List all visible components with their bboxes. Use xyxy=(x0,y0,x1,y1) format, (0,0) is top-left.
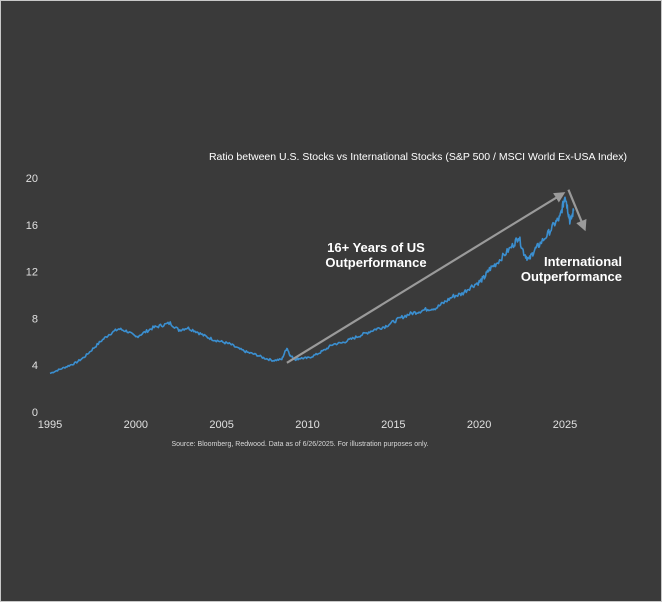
x-tick-label: 1995 xyxy=(38,419,62,431)
x-tick-label: 2010 xyxy=(295,419,319,431)
y-tick-label: 0 xyxy=(32,407,38,419)
chart-title: Ratio between U.S. Stocks vs Internation… xyxy=(209,151,627,163)
y-tick-label: 8 xyxy=(32,313,38,325)
annotation-label: International xyxy=(544,254,622,269)
source-note: Source: Bloomberg, Redwood. Data as of 6… xyxy=(171,441,428,448)
y-tick-label: 4 xyxy=(32,360,38,372)
annotation-arrow xyxy=(286,192,566,364)
x-tick-label: 2020 xyxy=(467,419,491,431)
y-tick-label: 12 xyxy=(26,267,38,279)
series-line xyxy=(49,196,575,375)
annotation-label: Outperformance xyxy=(325,255,426,270)
x-tick-label: 2005 xyxy=(209,419,233,431)
x-tick-label: 2000 xyxy=(124,419,148,431)
annotation-label: 16+ Years of US xyxy=(327,240,425,255)
annotation-arrow xyxy=(567,189,587,232)
x-tick-label: 2025 xyxy=(553,419,577,431)
x-tick-label: 2015 xyxy=(381,419,405,431)
x-axis: 1995 2000 2005 2010 2015 2020 2025 xyxy=(38,419,577,431)
annotation-label: Outperformance xyxy=(521,269,622,284)
y-axis: 0 4 8 12 16 20 xyxy=(26,173,38,419)
y-tick-label: 20 xyxy=(26,173,38,185)
y-tick-label: 16 xyxy=(26,220,38,232)
